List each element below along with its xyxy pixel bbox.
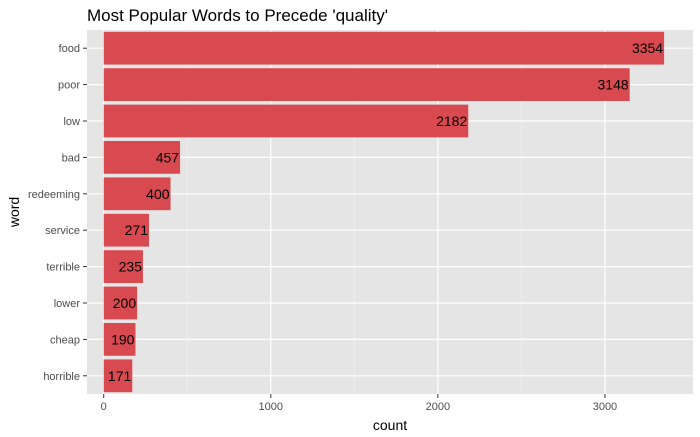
bar-bad — [103, 141, 181, 174]
x-axis-ticks: 0 1000 2000 3000 — [101, 394, 617, 413]
x-tick-label: 3000 — [593, 401, 617, 413]
x-tick-label: 0 — [101, 401, 107, 413]
data-label-poor: 3148 — [598, 77, 629, 93]
bar-service — [103, 213, 149, 247]
y-tick-label-low: low — [63, 116, 80, 128]
y-tick-label-lower: lower — [54, 298, 81, 310]
bars — [103, 31, 665, 393]
bar-food — [103, 31, 665, 65]
data-label-horrible: 171 — [108, 368, 132, 384]
y-tick-label-terrible: terrible — [46, 262, 80, 274]
y-tick-label-cheap: cheap — [50, 334, 80, 346]
data-label-service: 271 — [125, 222, 149, 238]
x-tick-label: 1000 — [259, 401, 283, 413]
data-label-low: 2182 — [436, 113, 467, 129]
x-tick-label: 2000 — [426, 401, 450, 413]
bar-low — [103, 104, 469, 138]
data-label-bad: 457 — [156, 149, 180, 165]
data-label-lower: 200 — [113, 295, 137, 311]
y-axis-ticks: food poor low bad redeeming service terrible lo… — [28, 43, 87, 383]
y-tick-label-horrible: horrible — [43, 371, 80, 383]
y-tick-label-redeeming: redeeming — [28, 189, 80, 201]
data-label-cheap: 190 — [111, 331, 135, 347]
data-label-food: 3354 — [632, 40, 663, 56]
x-axis-title: count — [373, 417, 407, 433]
data-labels: 3354 3148 2182 457 400 271 235 200 190 171 — [108, 40, 663, 384]
y-tick-label-food: food — [59, 43, 80, 55]
bar-cheap — [103, 323, 136, 356]
data-label-terrible: 235 — [119, 259, 143, 275]
chart-title: Most Popular Words to Precede 'quality' — [87, 6, 388, 25]
y-tick-label-service: service — [45, 225, 80, 237]
bar-poor — [103, 68, 630, 101]
y-axis-title: word — [6, 197, 22, 228]
bar-horrible — [103, 359, 133, 393]
y-tick-label-bad: bad — [62, 152, 80, 164]
bar-terrible — [103, 250, 143, 283]
bar-lower — [103, 286, 138, 320]
bar-redeeming — [103, 177, 171, 211]
data-label-redeeming: 400 — [146, 186, 170, 202]
y-tick-label-poor: poor — [58, 80, 80, 92]
